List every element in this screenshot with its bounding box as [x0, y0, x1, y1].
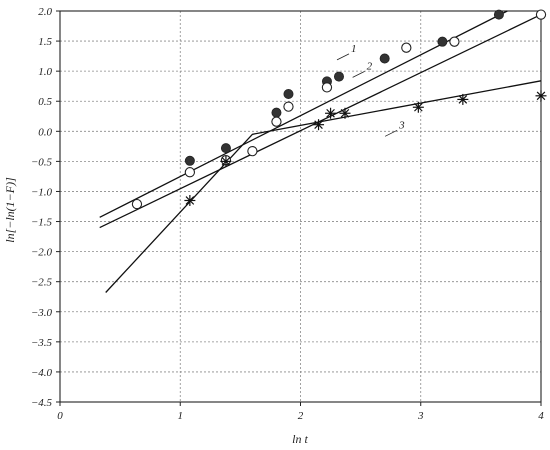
point-series-1 — [184, 155, 195, 166]
y-tick-label: 2.0 — [38, 6, 52, 18]
y-tick-label: −3.5 — [31, 337, 53, 349]
point-series-2 — [321, 82, 333, 93]
y-tick-label: −2.5 — [31, 277, 53, 289]
point-series-2 — [401, 42, 412, 53]
point-series-2 — [184, 167, 196, 178]
point-series-3 — [457, 93, 469, 105]
series-label-2: 2 — [367, 60, 373, 72]
point-series-2 — [535, 9, 547, 20]
point-series-3 — [535, 90, 547, 102]
x-tick-label: 1 — [178, 410, 184, 422]
point-series-2 — [449, 36, 460, 47]
y-tick-label: −1.0 — [31, 186, 53, 198]
series-label-leader — [336, 53, 350, 61]
grid-lines — [60, 11, 541, 402]
point-series-2 — [283, 101, 294, 112]
point-series-3 — [184, 194, 196, 206]
series-label-3: 3 — [398, 119, 405, 131]
y-tick-label: 0.5 — [38, 96, 52, 108]
point-series-1 — [271, 107, 282, 118]
point-series-3 — [220, 155, 232, 167]
point-series-3 — [313, 119, 325, 131]
tick-labels: 0 1 2 3 42.01.51.00.50.0−0.5−1.0−1.5−2.0−2.5… — [31, 6, 544, 422]
x-tick-label: 4 — [538, 410, 544, 422]
y-tick-label: −2.0 — [31, 247, 53, 259]
series-label-leader — [352, 70, 365, 78]
fit-lines — [99, 10, 542, 293]
point-series-1 — [493, 9, 504, 20]
x-tick-label: 3 — [417, 410, 424, 422]
point-series-2 — [131, 198, 143, 210]
x-tick-label: 0 — [57, 410, 63, 422]
y-tick-label: −4.5 — [31, 397, 53, 409]
data-points — [131, 9, 547, 210]
point-series-3 — [412, 101, 424, 113]
axes — [56, 10, 542, 406]
point-series-1 — [437, 36, 448, 47]
point-series-1 — [379, 53, 390, 64]
x-tick-label: 2 — [298, 410, 304, 422]
y-tick-label: −1.5 — [31, 217, 53, 229]
y-tick-label: −4.0 — [31, 367, 53, 379]
point-series-2 — [271, 116, 282, 127]
point-series-3 — [325, 107, 337, 119]
point-series-1 — [220, 143, 231, 154]
y-tick-label: 1.0 — [38, 66, 52, 78]
y-tick-label: −0.5 — [31, 156, 53, 168]
point-series-1 — [333, 71, 344, 82]
point-series-3 — [339, 107, 351, 119]
y-tick-label: 1.5 — [38, 36, 52, 48]
x-axis-title: ln t — [292, 432, 308, 446]
point-series-2 — [247, 146, 258, 157]
fit-line-series-3 — [105, 80, 542, 293]
series-label-leader — [384, 129, 398, 137]
y-tick-label: 0.0 — [38, 126, 52, 138]
y-tick-label: −3.0 — [31, 307, 53, 319]
y-axis-title: ln[−ln(1−F)] — [3, 177, 17, 243]
point-series-1 — [283, 89, 294, 100]
series-labels: 12 3 — [336, 43, 405, 137]
series-label-1: 1 — [351, 43, 357, 55]
